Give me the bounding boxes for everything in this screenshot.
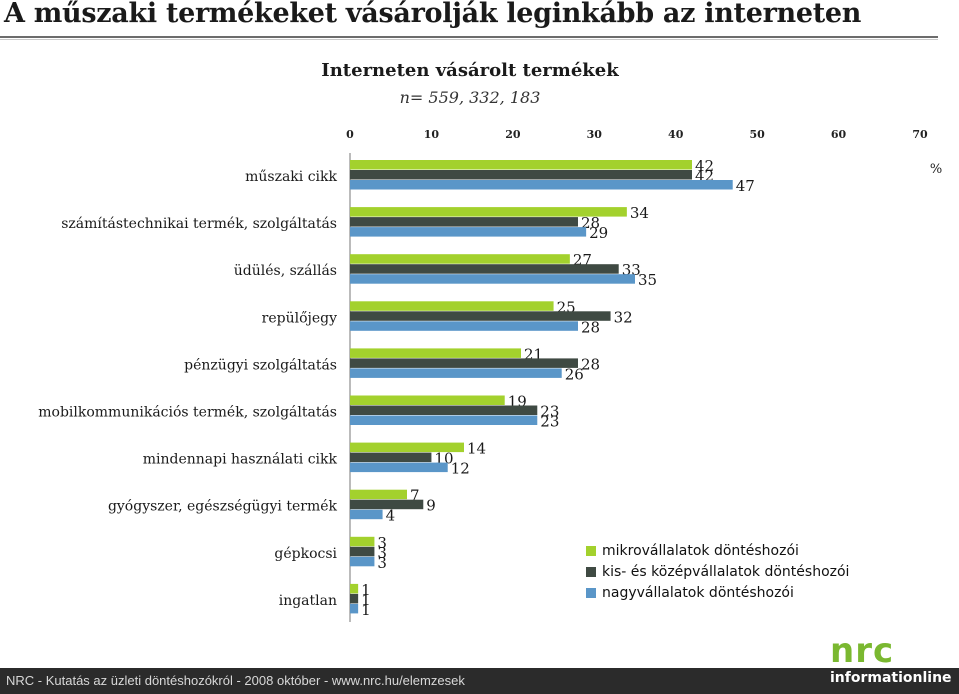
data-label: 3 bbox=[377, 544, 387, 562]
data-label: 7 bbox=[410, 487, 420, 505]
bar bbox=[350, 264, 619, 274]
bar bbox=[350, 442, 464, 453]
bar bbox=[350, 368, 562, 378]
legend-label: mikrovállalatok döntéshozói bbox=[602, 542, 799, 559]
x-tick-label: 40 bbox=[668, 128, 684, 141]
data-label: 35 bbox=[638, 271, 657, 289]
data-label: 28 bbox=[581, 355, 600, 373]
bar bbox=[350, 348, 521, 358]
bar bbox=[350, 462, 448, 473]
data-label: 4 bbox=[386, 507, 396, 525]
category-label: repülőjegy bbox=[262, 310, 337, 326]
data-label: 42 bbox=[695, 157, 714, 175]
category-label: mobilkommunikációs termék, szolgáltatás bbox=[38, 405, 337, 421]
bar bbox=[350, 227, 587, 237]
data-label: 47 bbox=[736, 177, 755, 195]
data-label: 26 bbox=[565, 365, 584, 383]
legend: mikrovállalatok döntéshozói kis- és közé… bbox=[586, 540, 849, 603]
data-label: 32 bbox=[614, 308, 633, 326]
bar bbox=[350, 311, 611, 321]
x-tick-label: 70 bbox=[912, 128, 928, 141]
bar bbox=[350, 489, 407, 500]
bar bbox=[350, 499, 424, 510]
data-label: 34 bbox=[630, 204, 649, 222]
legend-swatch bbox=[586, 587, 596, 598]
x-tick-label: 20 bbox=[505, 128, 521, 141]
category-label: számítástechnikai termék, szolgáltatás bbox=[61, 216, 337, 232]
headline-rule-light bbox=[0, 39, 938, 40]
bar bbox=[350, 321, 578, 331]
bar bbox=[350, 301, 554, 311]
logo-wordmark: nrc bbox=[830, 631, 895, 671]
data-label: 9 bbox=[426, 497, 436, 515]
chart-subtitle: n= 559, 332, 183 bbox=[399, 88, 541, 107]
data-label: 1 bbox=[361, 581, 371, 599]
logo-tagline: informationline bbox=[830, 670, 952, 686]
category-label: műszaki cikk bbox=[245, 169, 337, 185]
data-label: 1 bbox=[361, 601, 371, 619]
category-label: mindennapi használati cikk bbox=[143, 452, 338, 468]
legend-item: kis- és középvállalatok döntéshozói bbox=[586, 561, 849, 582]
bar bbox=[350, 274, 635, 284]
x-tick-label: 0 bbox=[346, 128, 354, 141]
bar bbox=[350, 536, 375, 547]
x-tick-label: 10 bbox=[424, 128, 440, 141]
bar bbox=[350, 395, 505, 405]
legend-label: kis- és középvállalatok döntéshozói bbox=[602, 563, 850, 580]
bar bbox=[350, 593, 359, 604]
category-label: pénzügyi szolgáltatás bbox=[184, 357, 337, 373]
bar bbox=[350, 405, 538, 415]
data-label: 23 bbox=[540, 403, 559, 421]
category-label: ingatlan bbox=[279, 593, 337, 609]
legend-label: nagyvállalatok döntéshozói bbox=[602, 584, 794, 601]
category-label: gépkocsi bbox=[274, 546, 337, 562]
bar bbox=[350, 217, 578, 227]
bar bbox=[350, 207, 627, 217]
bar bbox=[350, 452, 432, 463]
legend-swatch bbox=[586, 566, 596, 577]
x-tick-label: 60 bbox=[831, 128, 847, 141]
bar bbox=[350, 254, 570, 264]
x-tick-label: 30 bbox=[587, 128, 603, 141]
category-label: üdülés, szállás bbox=[234, 263, 337, 279]
data-label: 23 bbox=[540, 413, 559, 431]
bar bbox=[350, 603, 359, 614]
data-label: 28 bbox=[581, 318, 600, 336]
legend-swatch bbox=[586, 545, 596, 556]
bar bbox=[350, 170, 692, 180]
bar bbox=[350, 415, 538, 425]
bar bbox=[350, 556, 375, 567]
data-label: 29 bbox=[589, 224, 608, 242]
bar bbox=[350, 358, 578, 368]
data-label: 14 bbox=[467, 440, 486, 458]
data-label: 3 bbox=[377, 534, 387, 552]
bar bbox=[350, 583, 359, 594]
x-tick-label: 50 bbox=[749, 128, 765, 141]
chart-title: Interneten vásárolt termékek bbox=[321, 60, 619, 81]
footer-bar: NRC - Kutatás az üzleti döntéshozókról -… bbox=[0, 668, 959, 694]
category-label: gyógyszer, egészségügyi termék bbox=[108, 499, 338, 515]
bar bbox=[350, 160, 692, 170]
data-label: 12 bbox=[451, 460, 470, 478]
data-label: 1 bbox=[361, 591, 371, 609]
bar bbox=[350, 509, 383, 520]
data-label: 3 bbox=[377, 554, 387, 572]
nrc-logo: nrc informationline bbox=[830, 631, 952, 692]
bar bbox=[350, 546, 375, 557]
headline-rule bbox=[0, 36, 938, 38]
footer-text: NRC - Kutatás az üzleti döntéshozókról -… bbox=[6, 673, 465, 688]
unit-label: % bbox=[930, 162, 942, 177]
legend-item: mikrovállalatok döntéshozói bbox=[586, 540, 849, 561]
legend-item: nagyvállalatok döntéshozói bbox=[586, 582, 849, 603]
page-headline: A műszaki termékeket vásárolják leginkáb… bbox=[4, 0, 862, 29]
bar bbox=[350, 180, 733, 190]
